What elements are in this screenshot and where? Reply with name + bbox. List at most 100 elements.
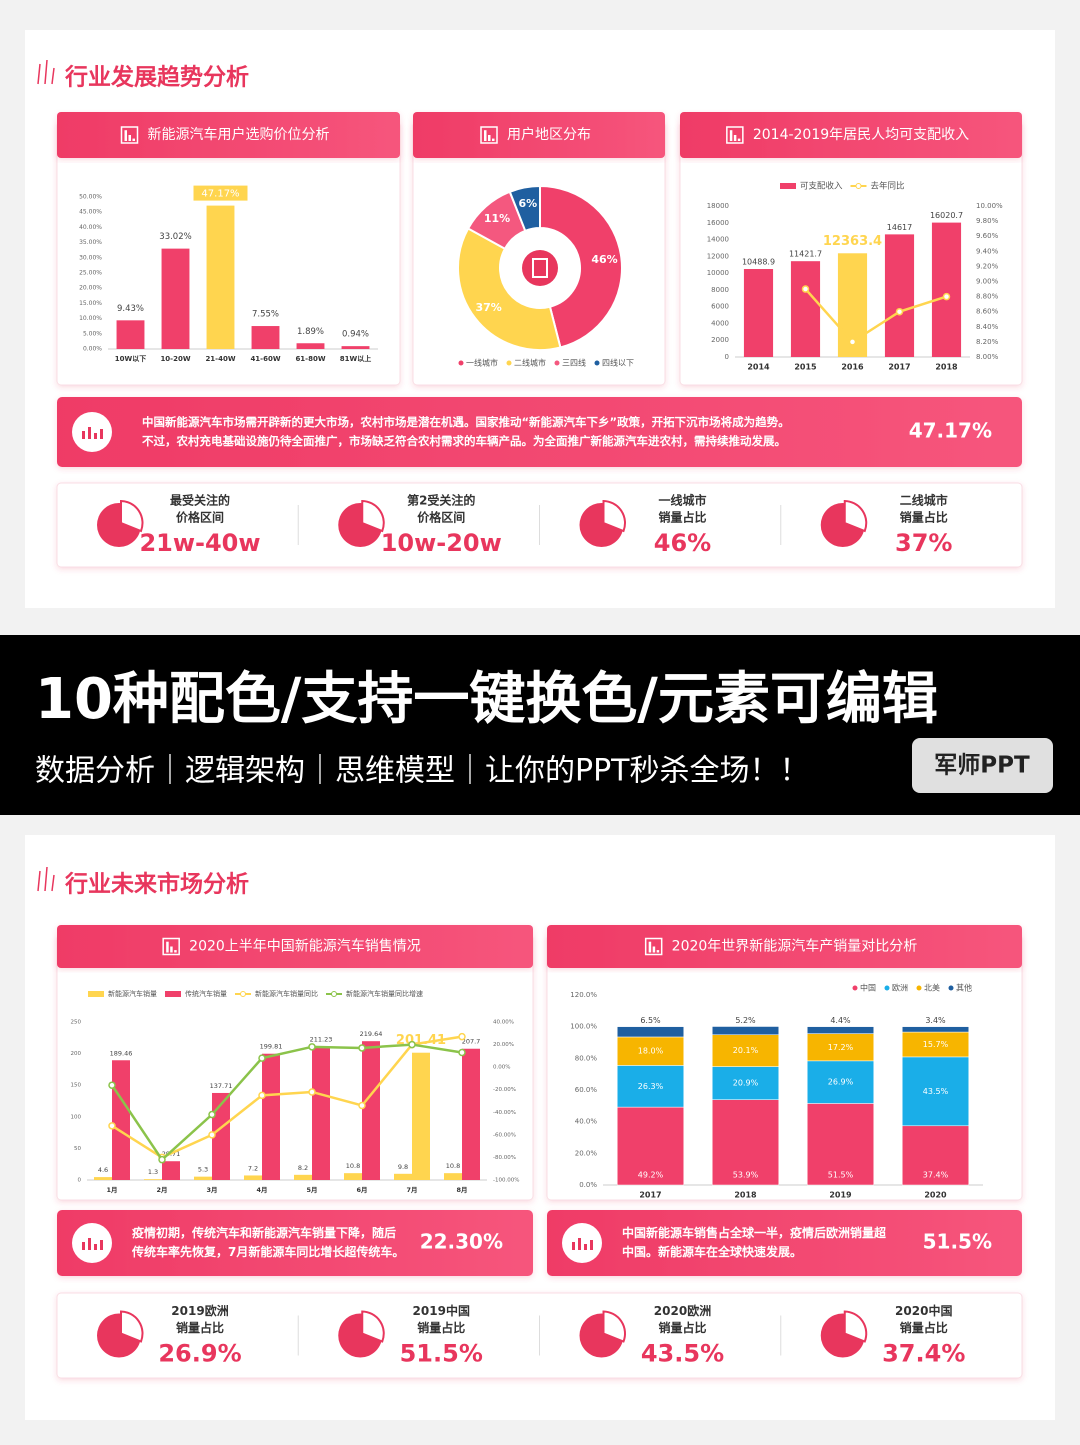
value-label: 26.3%: [638, 1082, 664, 1091]
value-label: 207.7: [462, 1038, 481, 1046]
slice-label: 6%: [518, 197, 537, 210]
bar: [262, 1053, 280, 1180]
stat-value: 37%: [895, 529, 952, 557]
panel-icon-bar: [132, 138, 135, 141]
stat-label: 2019欧洲: [171, 1303, 228, 1318]
x-tick-label: 61-80W: [295, 355, 325, 363]
summary-icon-bar: [584, 1244, 587, 1250]
legend-swatch: [884, 985, 890, 991]
value-label: 49.2%: [638, 1171, 664, 1180]
x-tick-label: 41-60W: [250, 355, 280, 363]
bar: [94, 1177, 112, 1180]
panel-header: [57, 925, 533, 968]
line-point: [108, 1122, 116, 1130]
summary-icon-bar: [572, 1242, 575, 1250]
stat-value: 46%: [654, 529, 711, 557]
x-tick-label: 6月: [356, 1186, 367, 1194]
bar: [462, 1048, 480, 1180]
bar-segment: [902, 1125, 969, 1186]
y-tick-label: 18000: [707, 202, 729, 210]
x-tick-label: 10W以下: [115, 355, 146, 363]
panel-icon: [726, 126, 744, 144]
value-label: 4.4%: [830, 1016, 851, 1025]
line-point: [895, 307, 904, 316]
value-label: 37.4%: [923, 1171, 949, 1180]
y-tick-label: 2000: [711, 336, 729, 344]
badge-text: 军师PPT: [934, 753, 1030, 779]
stat-label: 一线城市: [658, 493, 706, 508]
panel-icon-bar: [652, 946, 656, 953]
x-tick-label: 21-40W: [205, 355, 235, 363]
y2-tick-label: 9.60%: [976, 232, 999, 240]
y-tick-label: 5.00%: [83, 330, 102, 337]
value-label: 20.9%: [733, 1079, 759, 1088]
value-label: 9.8: [398, 1163, 408, 1171]
y-tick-label: 60.0%: [575, 1086, 598, 1094]
stat-value: 37.4%: [882, 1340, 965, 1368]
y2-tick-label: 9.20%: [976, 262, 999, 270]
stat-label: 销量占比: [417, 1320, 465, 1335]
line-point: [408, 1040, 416, 1049]
bar-segment: [902, 1031, 969, 1058]
bar-segment: [902, 1026, 969, 1033]
value-label: 20.1%: [733, 1046, 759, 1055]
bar: [116, 320, 145, 349]
y-tick-label: 0.0%: [579, 1181, 597, 1189]
panel-icon-bar: [128, 135, 131, 141]
summary-icon: [562, 1223, 602, 1263]
panel-header: [413, 112, 665, 158]
value-label: 18.0%: [638, 1047, 664, 1056]
bar: [743, 269, 774, 357]
pie-icon-slice: [361, 1310, 385, 1343]
bar: [296, 343, 325, 349]
y-tick-label: 200: [71, 1051, 82, 1057]
pie-icon-slice: [361, 499, 385, 533]
value-label: 12363.4: [823, 234, 882, 249]
line-point: [208, 1131, 216, 1139]
bar: [412, 1052, 430, 1180]
value-label: 5.3: [198, 1166, 208, 1174]
value-label: 211.23: [310, 1036, 333, 1044]
value-label: 43.5%: [923, 1087, 949, 1096]
value-label: 4.6: [98, 1166, 108, 1174]
value-label: 16020.7: [930, 211, 963, 220]
summary-bar: [57, 1210, 533, 1276]
bar-segment: [617, 1036, 684, 1066]
value-label: 3.4%: [925, 1016, 946, 1025]
y-tick-label: 0: [78, 1178, 82, 1184]
legend-swatch: [852, 985, 858, 991]
x-tick-label: 3月: [206, 1186, 217, 1194]
pie-icon-slice: [843, 499, 868, 533]
stat-label: 销量占比: [900, 510, 948, 525]
stat-value: 10w-20w: [381, 529, 502, 557]
banner-subline: 数据分析｜逻辑架构｜思维模型｜让你的PPT秒杀全场！！: [35, 754, 810, 789]
y-tick-label: 250: [71, 1020, 82, 1026]
panel-header: [547, 925, 1022, 968]
y-tick-label: 20.00%: [79, 285, 102, 292]
pie-icon-slice: [843, 1310, 868, 1343]
value-label: 7.55%: [252, 310, 279, 320]
panel-icon: [162, 937, 180, 956]
value-label: 33.02%: [159, 232, 191, 242]
y-tick-label: 15.00%: [79, 300, 102, 307]
slide-title: 行业发展趋势分析: [64, 64, 249, 91]
slice-label: 46%: [591, 253, 617, 266]
summary-icon-bar: [82, 431, 85, 439]
y-tick-label: 0.00%: [83, 346, 102, 353]
bar-segment: [807, 1060, 874, 1104]
value-label: 6.5%: [640, 1016, 661, 1025]
panel-title: 2020年世界新能源汽车产销量对比分析: [672, 938, 918, 955]
bar: [790, 261, 821, 357]
x-tick-label: 2018: [734, 1191, 757, 1200]
panel-icon-bar: [170, 946, 173, 953]
y2-tick-label: -60.00%: [493, 1132, 516, 1138]
legend-label: 新能源汽车销量: [108, 989, 157, 998]
value-label: 9.43%: [117, 304, 144, 314]
bar-segment: [712, 1034, 779, 1067]
panel-icon-bar: [174, 950, 177, 953]
y2-tick-label: 8.80%: [976, 293, 999, 301]
panel-title: 2014-2019年居民人均可支配收入: [753, 127, 969, 143]
y-tick-label: 16000: [707, 219, 729, 227]
legend-swatch: [554, 360, 560, 366]
